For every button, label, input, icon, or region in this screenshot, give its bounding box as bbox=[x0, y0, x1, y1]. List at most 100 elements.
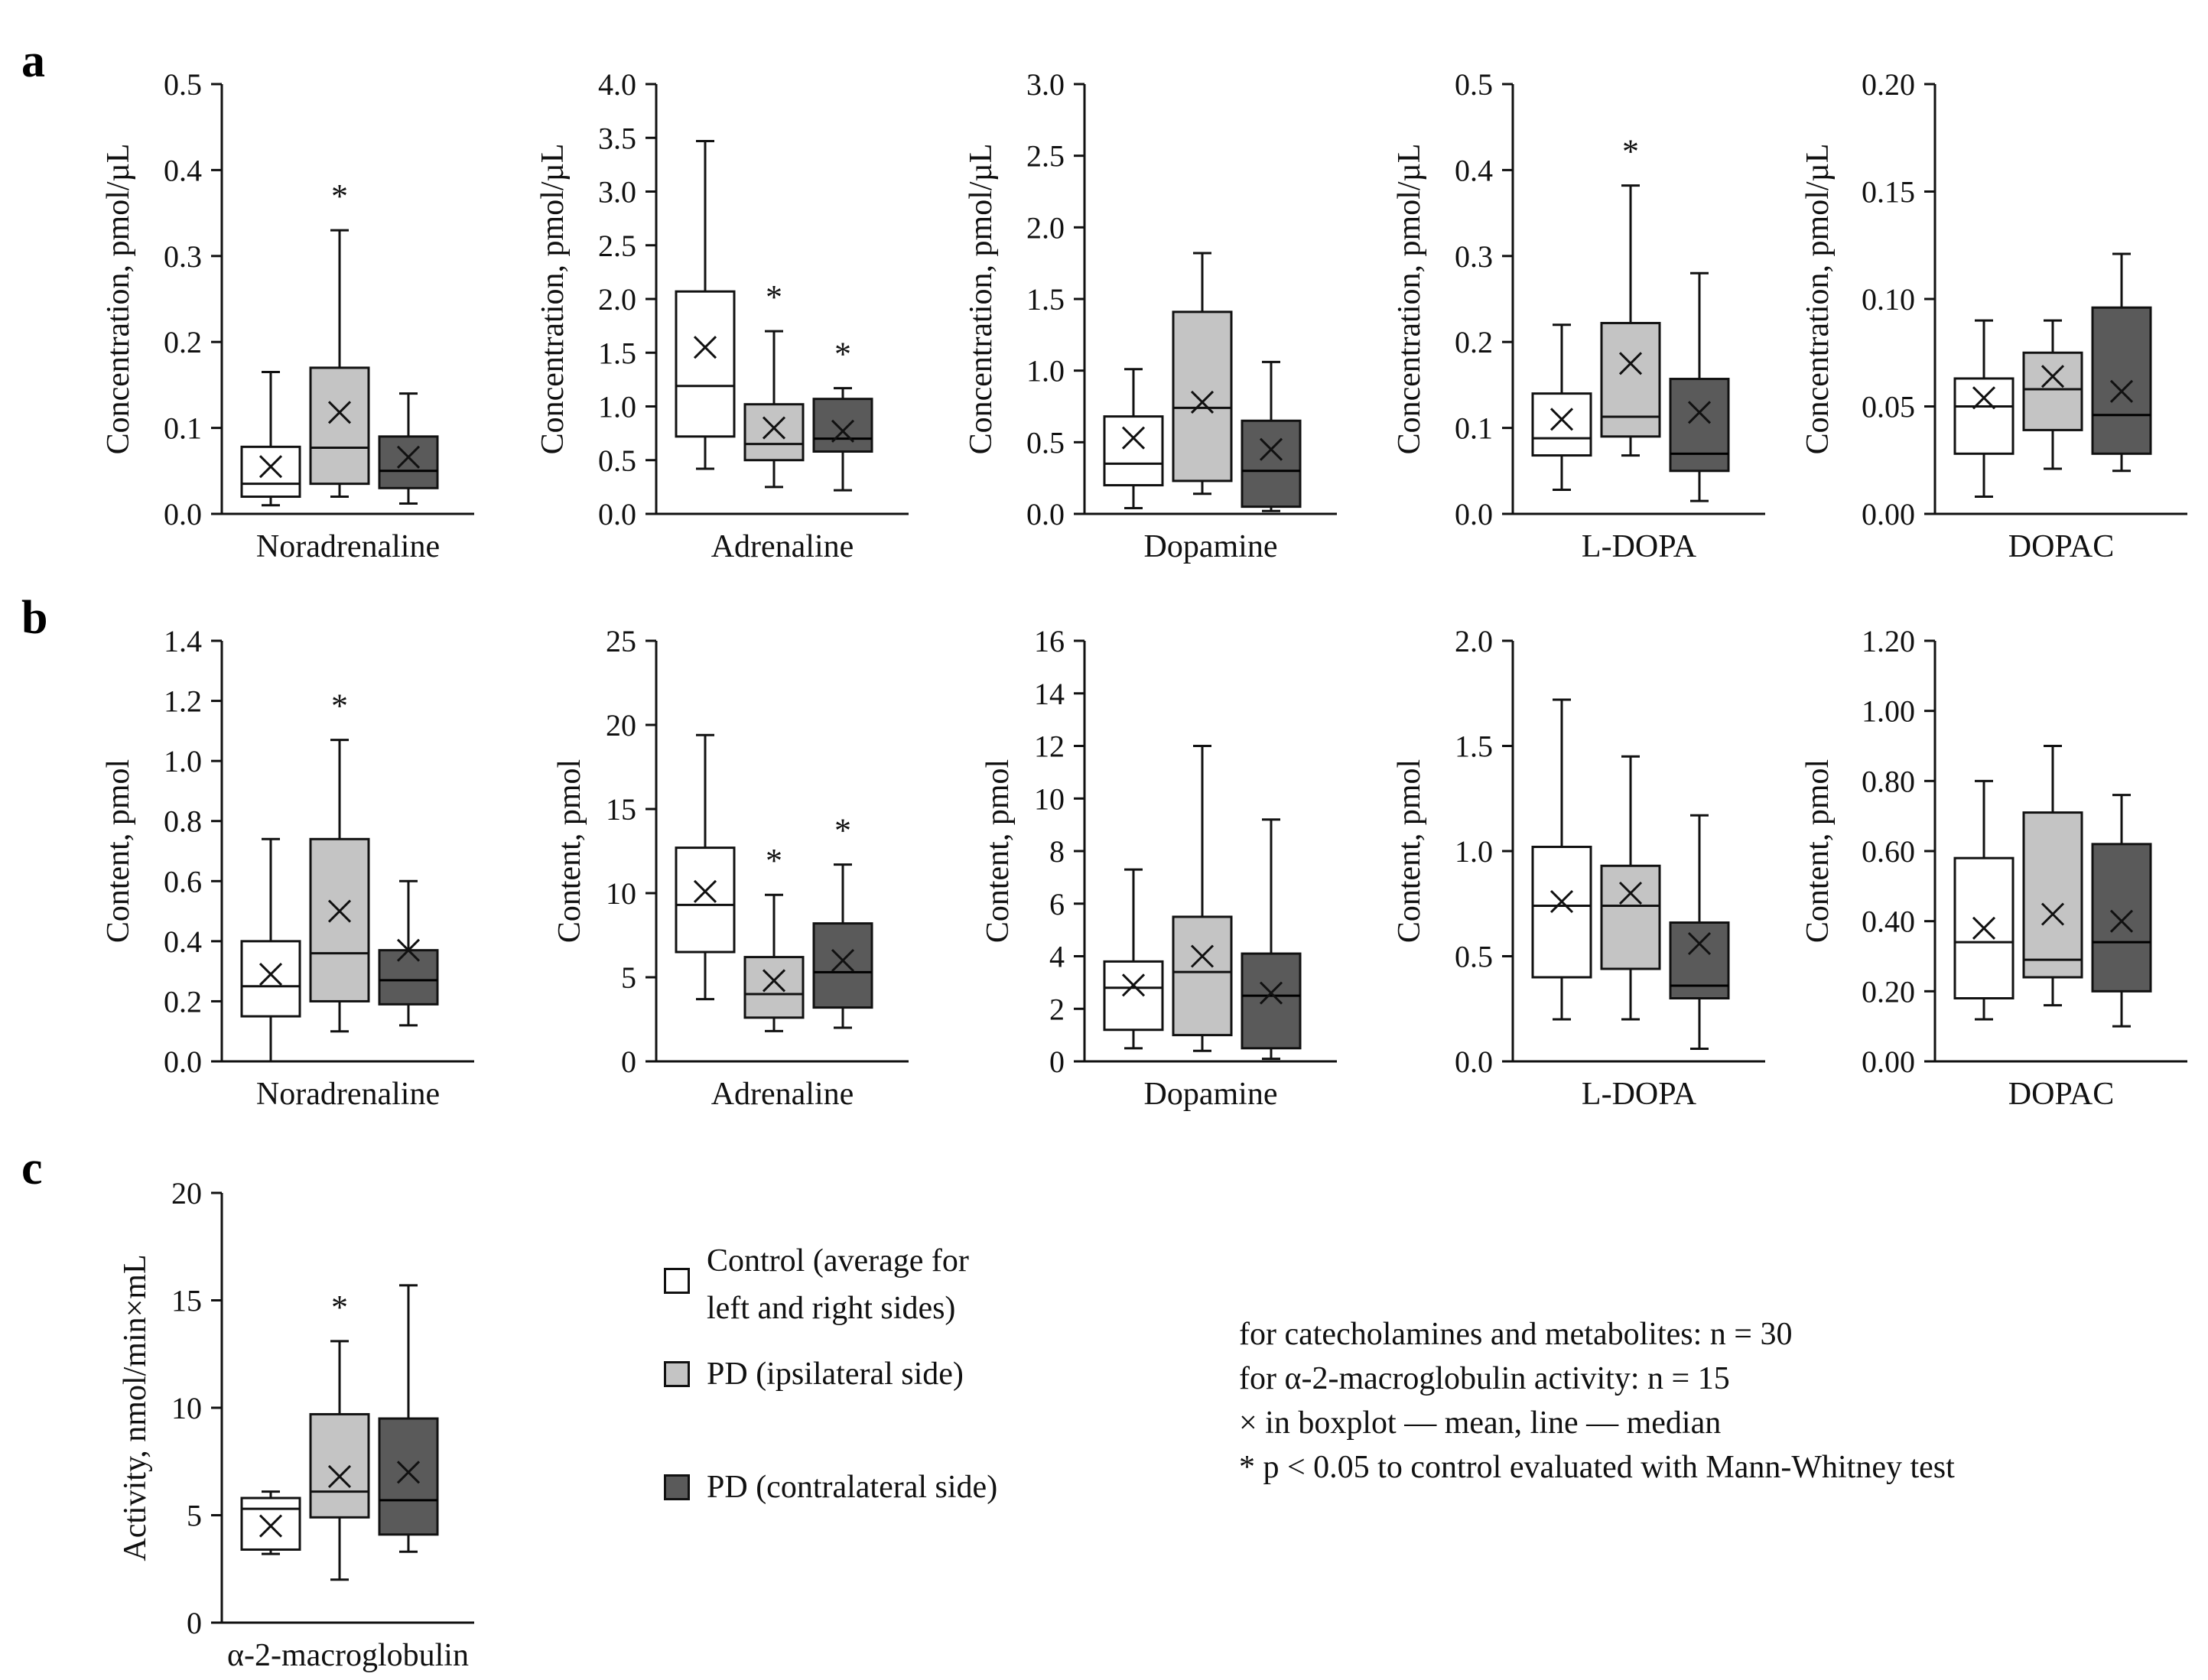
box-contra bbox=[2091, 252, 2152, 473]
y-tick-label: 10 bbox=[1034, 782, 1065, 816]
mean-marker bbox=[2041, 365, 2065, 388]
box-control bbox=[1531, 323, 1592, 492]
box-iqr bbox=[309, 1412, 370, 1519]
y-axis-label: Content, pmol bbox=[101, 759, 136, 943]
x-axis-label: Dopamine bbox=[1144, 1077, 1278, 1112]
note-n-macroglobulin: for α-2-macroglobulin activity: n = 15 bbox=[1239, 1361, 1730, 1396]
y-tick-label: 0 bbox=[187, 1606, 202, 1640]
chart-b-adrenaline: 0 5 10 15 20 25 Content, pmol Adrenaline * * bbox=[552, 624, 909, 1112]
box-iqr bbox=[1172, 915, 1233, 1037]
y-tick-label: 1.0 bbox=[598, 390, 636, 424]
x-axis-label: Dopamine bbox=[1144, 529, 1278, 564]
mean-marker bbox=[327, 1464, 352, 1488]
y-tick-label: 20 bbox=[171, 1176, 202, 1210]
significance-star: * bbox=[331, 1288, 348, 1326]
box-iqr bbox=[1953, 377, 2015, 455]
y-tick-label: 0.0 bbox=[598, 497, 636, 531]
box-control bbox=[1531, 698, 1592, 1021]
box-iqr bbox=[1241, 952, 1302, 1050]
box-ipsi bbox=[2022, 319, 2083, 470]
box-iqr bbox=[1241, 419, 1302, 509]
y-tick-label: 10 bbox=[171, 1391, 202, 1425]
mean-marker bbox=[1550, 889, 1574, 914]
mean-marker bbox=[2109, 379, 2134, 403]
mean-marker bbox=[1687, 401, 1712, 424]
mean-marker bbox=[1259, 437, 1283, 461]
y-tick-label: 0.8 bbox=[164, 804, 202, 839]
mean-marker bbox=[1618, 881, 1643, 905]
note-mean-median: × in boxplot — mean, line — median bbox=[1239, 1405, 1722, 1441]
chart-a-l-dopa: 0.0 0.1 0.2 0.3 0.4 0.5 Concentration, pmol/µL… bbox=[1392, 67, 1765, 564]
y-tick-label: 0.10 bbox=[1862, 282, 1915, 317]
chart-a-dopac: 0.00 0.05 0.10 0.15 0.20 Concentration, pmol/… bbox=[1800, 67, 2187, 564]
box-iqr bbox=[240, 1496, 301, 1551]
x-axis-label: Noradrenaline bbox=[256, 529, 440, 564]
y-axis-label: Concentration, pmol/µL bbox=[1392, 144, 1427, 455]
box-ipsi bbox=[1172, 252, 1233, 496]
box-iqr bbox=[1531, 846, 1592, 979]
y-tick-label: 0.5 bbox=[164, 67, 202, 102]
y-tick-label: 3.5 bbox=[598, 121, 636, 155]
mean-marker bbox=[762, 416, 786, 440]
significance-star: * bbox=[766, 278, 782, 316]
box-iqr bbox=[675, 846, 736, 954]
x-axis-label: Adrenaline bbox=[711, 529, 854, 564]
box-contra bbox=[378, 879, 439, 1027]
box-ipsi bbox=[1172, 745, 1233, 1052]
legend-label-ipsi: PD (ipsilateral side) bbox=[707, 1357, 964, 1392]
y-tick-label: 0 bbox=[1049, 1045, 1065, 1079]
box-control bbox=[1103, 868, 1164, 1050]
box-contra bbox=[1241, 818, 1302, 1061]
significance-star: * bbox=[834, 336, 851, 373]
box-control bbox=[1953, 779, 2015, 1021]
y-tick-label: 2.5 bbox=[1026, 139, 1065, 174]
y-tick-label: 0.40 bbox=[1862, 905, 1915, 939]
mean-marker bbox=[1121, 973, 1146, 997]
y-tick-label: 6 bbox=[1049, 887, 1065, 921]
box-iqr bbox=[1531, 392, 1592, 457]
x-axis-label: L-DOPA bbox=[1582, 1077, 1697, 1112]
box-iqr bbox=[240, 940, 301, 1018]
box-contra bbox=[1241, 360, 1302, 512]
box-iqr bbox=[675, 290, 736, 438]
mean-marker bbox=[1121, 426, 1146, 450]
x-axis-label: L-DOPA bbox=[1582, 529, 1697, 564]
y-tick-label: 4.0 bbox=[598, 67, 636, 102]
legend-swatch-ipsi bbox=[664, 1361, 690, 1387]
y-tick-label: 0.4 bbox=[164, 924, 202, 959]
box-contra bbox=[378, 1284, 439, 1553]
x-axis-label: Adrenaline bbox=[711, 1077, 854, 1112]
chart-a-noradrenaline: 0.0 0.1 0.2 0.3 0.4 0.5 Concentration, pmol/µL… bbox=[101, 67, 474, 564]
box-iqr bbox=[2022, 351, 2083, 431]
y-tick-label: 0.4 bbox=[1455, 153, 1493, 187]
y-tick-label: 1.2 bbox=[164, 684, 202, 719]
y-tick-label: 2.5 bbox=[598, 229, 636, 263]
y-tick-label: 0.3 bbox=[164, 239, 202, 274]
charts-layer: 0.0 0.1 0.2 0.3 0.4 0.5 Concentration, pmol/µL… bbox=[101, 67, 2187, 1673]
x-axis-label: DOPAC bbox=[2008, 529, 2115, 564]
significance-star: * bbox=[331, 687, 348, 725]
mean-marker bbox=[396, 938, 421, 962]
mean-marker bbox=[1550, 408, 1574, 431]
chart-c-2-macroglobulin: 0 5 10 15 20 Activity, nmol/min×mL α-2-macrogl… bbox=[118, 1176, 474, 1673]
box-control bbox=[240, 371, 301, 507]
box-ipsi: * bbox=[743, 278, 805, 489]
box-iqr bbox=[378, 1417, 439, 1536]
y-tick-label: 4 bbox=[1049, 940, 1065, 974]
legend-label-control: Control (average for left and right side… bbox=[707, 1243, 969, 1326]
y-tick-label: 1.00 bbox=[1862, 694, 1915, 729]
y-axis-label: Concentration, pmol/µL bbox=[1800, 144, 1836, 455]
box-control bbox=[240, 837, 301, 1063]
y-tick-label: 0.0 bbox=[1455, 497, 1493, 531]
box-contra bbox=[1669, 814, 1730, 1050]
panel-letter-b: b bbox=[21, 592, 47, 644]
mean-marker bbox=[259, 1514, 283, 1538]
mean-marker bbox=[693, 879, 717, 903]
y-tick-label: 0.5 bbox=[598, 444, 636, 478]
y-tick-label: 3.0 bbox=[1026, 67, 1065, 102]
y-tick-label: 2 bbox=[1049, 992, 1065, 1026]
mean-marker bbox=[2109, 909, 2134, 933]
y-tick-label: 5 bbox=[621, 960, 636, 995]
mean-marker bbox=[1259, 981, 1283, 1005]
